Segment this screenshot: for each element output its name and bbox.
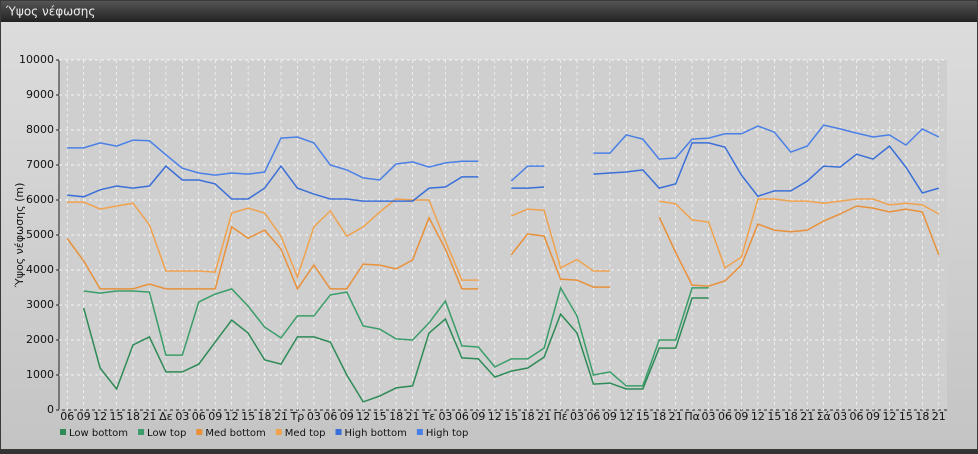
x-tick-label: 18	[915, 410, 929, 423]
y-tick-label: 8000	[26, 123, 54, 136]
x-tick-label: 18	[258, 410, 272, 423]
x-tick-label: 09	[866, 410, 880, 423]
x-tick-label: 12	[93, 410, 107, 423]
y-tick-label: 2000	[26, 333, 54, 346]
x-tick-label: 12	[882, 410, 896, 423]
x-tick-label: Σά	[817, 410, 831, 423]
x-tick-label: 18	[652, 410, 666, 423]
x-tick-label: 09	[77, 410, 91, 423]
x-tick-label: 18	[784, 410, 798, 423]
series-line	[67, 142, 940, 202]
x-tick-label: 21	[932, 410, 946, 423]
x-tick-label: 03	[307, 410, 321, 423]
series-line	[83, 285, 709, 387]
legend-label: Low bottom	[69, 428, 128, 439]
x-tick-label: 21	[800, 410, 814, 423]
legend-label: Low top	[147, 428, 186, 439]
x-tick-label: 03	[175, 410, 189, 423]
x-tick-label: 18	[521, 410, 535, 423]
x-tick-label: 21	[406, 410, 420, 423]
y-tick-label: 9000	[26, 88, 54, 101]
legend-label: Med bottom	[205, 428, 265, 439]
legend-label: High top	[426, 428, 469, 439]
x-tick-label: 03	[438, 410, 452, 423]
series-line	[67, 124, 940, 182]
x-tick-label: 21	[142, 410, 156, 423]
y-tick-label: 3000	[26, 298, 54, 311]
x-tick-label: 03	[570, 410, 584, 423]
x-tick-label: 09	[340, 410, 354, 423]
x-tick-label: 15	[504, 410, 518, 423]
chart-title: Ύψος νέφωσης	[5, 5, 95, 19]
series-line	[67, 198, 940, 281]
x-tick-label: Δε	[159, 410, 173, 423]
y-tick-label: 7000	[26, 158, 54, 171]
x-tick-label: 09	[603, 410, 617, 423]
x-tick-label: Πα	[684, 410, 700, 423]
x-tick-label: 12	[488, 410, 502, 423]
x-tick-label: 06	[455, 410, 469, 423]
legend-label: Med top	[285, 428, 326, 439]
y-axis-label: Ύψος νέφωσης (m)	[13, 183, 26, 289]
x-tick-label: 12	[225, 410, 239, 423]
legend-swatch	[138, 429, 145, 435]
x-tick-label: 06	[323, 410, 337, 423]
x-tick-label: 18	[126, 410, 140, 423]
x-tick-label: 15	[110, 410, 124, 423]
y-tick-label: 10000	[19, 53, 54, 66]
title-bar	[1, 1, 977, 22]
x-tick-label: 18	[389, 410, 403, 423]
y-tick-label: 1000	[26, 368, 54, 381]
legend-swatch	[416, 429, 423, 435]
x-tick-label: 03	[702, 410, 716, 423]
y-tick-label: 4000	[26, 263, 54, 276]
x-tick-label: 06	[586, 410, 600, 423]
y-tick-label: 5000	[26, 228, 54, 241]
x-tick-label: 15	[636, 410, 650, 423]
x-tick-label: 09	[471, 410, 485, 423]
legend-swatch	[196, 429, 203, 435]
x-tick-label: 15	[241, 410, 255, 423]
x-tick-label: 06	[850, 410, 864, 423]
x-tick-label: 06	[718, 410, 732, 423]
x-tick-label: Τρ	[290, 410, 305, 423]
x-tick-label: Πέ	[553, 410, 567, 423]
x-tick-label: 15	[899, 410, 913, 423]
x-tick-label: 21	[274, 410, 288, 423]
x-tick-label: 09	[208, 410, 222, 423]
x-tick-label: 06	[60, 410, 74, 423]
x-tick-label: 21	[669, 410, 683, 423]
x-tick-label: 21	[537, 410, 551, 423]
x-tick-label: 15	[767, 410, 781, 423]
y-tick-label: 6000	[26, 193, 54, 206]
legend-swatch	[60, 429, 66, 435]
x-tick-label: 03	[833, 410, 847, 423]
y-tick-label: 0	[47, 403, 54, 416]
x-tick-label: 12	[751, 410, 765, 423]
legend-swatch	[335, 429, 342, 435]
legend-label: High bottom	[345, 428, 407, 439]
series-line	[66, 205, 940, 291]
x-tick-label: 09	[734, 410, 748, 423]
x-tick-label: Τε	[422, 410, 436, 423]
legend-swatch	[275, 429, 282, 435]
x-tick-label: 12	[619, 410, 633, 423]
x-tick-label: 15	[373, 410, 387, 423]
x-tick-label: 06	[192, 410, 206, 423]
series-line	[82, 297, 709, 403]
x-tick-label: 12	[356, 410, 370, 423]
